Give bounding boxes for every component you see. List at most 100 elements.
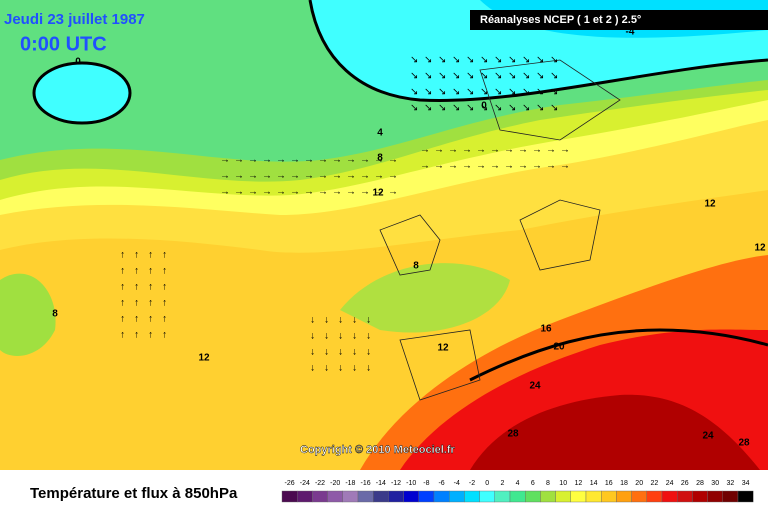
legend-value: 28: [696, 480, 704, 487]
contour-label: 12: [372, 188, 384, 199]
wind-arrow: →: [262, 155, 272, 166]
wind-arrow: →: [304, 155, 314, 166]
wind-arrow: →: [360, 171, 370, 182]
legend-value: 18: [620, 480, 628, 487]
wind-arrow: ↘: [438, 71, 446, 82]
legend-swatch: [342, 490, 359, 503]
wind-arrow: →: [276, 187, 286, 198]
legend-scale: -26 -24 -22 -20 -18 -16 -14 -12 -10 -8 -6 -4 -2 0 2 4 6 8…: [281, 480, 754, 503]
legend-swatch: [540, 490, 556, 503]
wind-arrow: →: [248, 155, 258, 166]
wind-arrow: ↓: [338, 347, 343, 358]
wind-arrow: →: [234, 155, 244, 166]
wind-arrow: ↓: [310, 315, 315, 326]
wind-arrow: ↘: [452, 55, 460, 66]
wind-arrow: →: [234, 171, 244, 182]
wind-arrow: ↓: [366, 363, 371, 374]
wind-arrow: ↑: [134, 330, 139, 341]
wind-arrow: ↘: [424, 71, 432, 82]
legend-value: 8: [546, 480, 550, 487]
legend-swatch: [555, 490, 571, 503]
legend-value: 0: [485, 480, 489, 487]
legend-swatch: [281, 490, 298, 503]
contour-label: 8: [377, 153, 383, 164]
wind-arrow: →: [248, 187, 258, 198]
wind-arrow: ↘: [536, 103, 544, 114]
legend-swatch: [601, 490, 617, 503]
wind-arrow: ↘: [522, 71, 530, 82]
wind-arrow: ↘: [480, 87, 488, 98]
wind-arrow: ↘: [410, 103, 418, 114]
legend-value: -10: [406, 480, 416, 487]
wind-arrow: →: [262, 171, 272, 182]
wind-arrow: ↑: [120, 314, 125, 325]
wind-arrow: ↘: [550, 87, 558, 98]
wind-arrow: ↘: [452, 71, 460, 82]
legend-value: -26: [285, 480, 295, 487]
wind-arrow: →: [318, 187, 328, 198]
wind-arrow: →: [504, 145, 514, 156]
zero-isotherm: [308, 0, 768, 102]
contour-label: 28: [507, 429, 519, 440]
wind-arrow: ↘: [522, 103, 530, 114]
wind-arrows: ↘ ↘ ↘ ↘ ↘ ↘ ↘ ↘ ↘ ↘ ↘ ↘ ↘ ↘ ↘ ↘ ↘ ↘ ↘ ↘ ↘ ↘ ↘ ↘ ↘ ↘ ↘ ↘ ↘ ↘ ↘ ↘ ↘ ↘ ↘ ↘ ↘ ↘ ↘ ↘…: [120, 55, 570, 374]
wind-arrow: ↘: [494, 71, 502, 82]
wind-arrow: ↘: [508, 71, 516, 82]
wind-arrow: ↓: [352, 363, 357, 374]
wind-arrow: →: [546, 161, 556, 172]
wind-arrow: ↑: [162, 282, 167, 293]
contour-label: 28: [738, 438, 750, 449]
wind-arrow: →: [248, 171, 258, 182]
wind-arrow: ↓: [352, 331, 357, 342]
legend-value: -8: [423, 480, 429, 487]
legend-value: -20: [330, 480, 340, 487]
legend-value: 16: [605, 480, 613, 487]
wind-arrow: ↘: [508, 87, 516, 98]
contour-label: 4: [377, 128, 383, 139]
wind-arrow: ↘: [438, 103, 446, 114]
wind-arrow: →: [318, 171, 328, 182]
wind-arrow: ↘: [550, 103, 558, 114]
legend-value: -16: [361, 480, 371, 487]
wind-arrow: ↓: [338, 363, 343, 374]
legend-value: 30: [711, 480, 719, 487]
legend-swatch: [297, 490, 313, 503]
wind-arrow: →: [346, 171, 356, 182]
wind-arrow: ↑: [162, 298, 167, 309]
wind-arrow: →: [434, 161, 444, 172]
wind-arrow: →: [360, 155, 370, 166]
legend-swatch: [661, 490, 678, 503]
wind-arrow: →: [560, 161, 570, 172]
contour-label: 20: [553, 342, 565, 353]
wind-arrow: ↘: [438, 87, 446, 98]
legend-swatch: [403, 490, 420, 503]
wind-arrow: →: [420, 145, 430, 156]
legend-value: 26: [681, 480, 689, 487]
wind-arrow: ↑: [162, 266, 167, 277]
wind-arrow: →: [476, 161, 486, 172]
wind-arrow: ↘: [536, 55, 544, 66]
legend-value: -6: [438, 480, 444, 487]
wind-arrow: →: [388, 155, 398, 166]
cold-pool: [32, 61, 132, 125]
wind-arrow: →: [504, 161, 514, 172]
legend-value: 4: [516, 480, 520, 487]
contour-label: 8: [52, 309, 58, 320]
wind-arrow: ↓: [324, 331, 329, 342]
wind-arrow: →: [462, 161, 472, 172]
wind-arrow: →: [262, 187, 272, 198]
wind-arrow: ↘: [480, 103, 488, 114]
wind-arrow: ↘: [424, 55, 432, 66]
wind-arrow: ↘: [438, 55, 446, 66]
legend-value: -24: [300, 480, 310, 487]
wind-arrow: →: [532, 161, 542, 172]
wind-arrow: ↑: [120, 250, 125, 261]
legend-swatch: [692, 490, 708, 503]
coastlines: [379, 59, 621, 401]
legend-swatch: [418, 490, 435, 503]
wind-arrow: ↘: [466, 55, 474, 66]
wind-arrow: ↑: [134, 314, 139, 325]
wind-arrow: →: [332, 171, 342, 182]
wind-arrow: ↘: [424, 103, 432, 114]
